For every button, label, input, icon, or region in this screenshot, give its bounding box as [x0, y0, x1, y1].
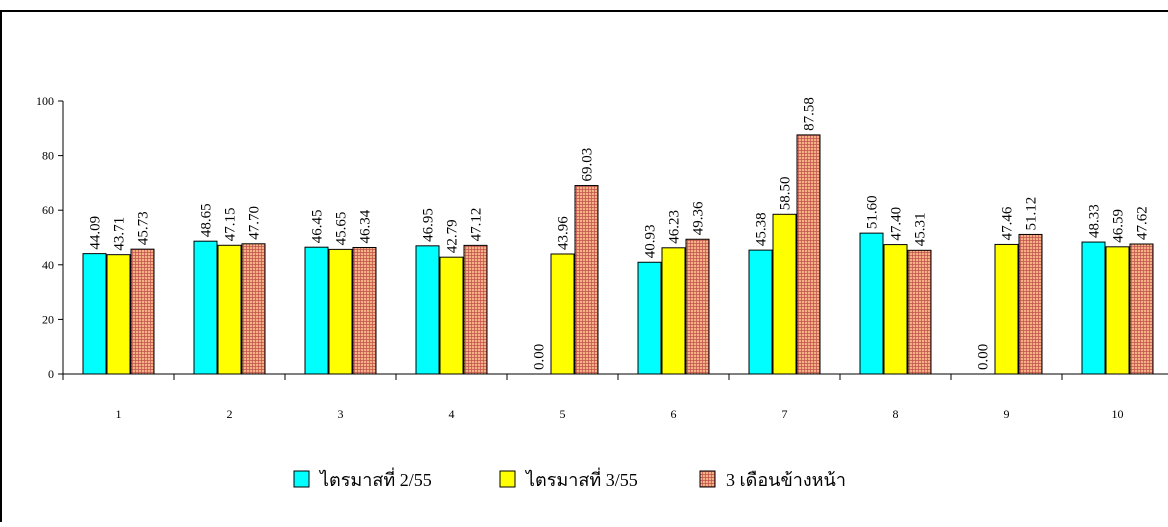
bar-s3-c9	[1018, 233, 1043, 375]
data-label: 43.71	[112, 217, 128, 251]
x-tick-label: 6	[671, 407, 677, 421]
bar-s3-c5	[574, 185, 599, 375]
data-label: 48.33	[1087, 204, 1103, 238]
data-label: 48.65	[199, 203, 215, 237]
axes: 0 20 40 60 80 100 1 2 3 4 5 6 7 8 9 10	[36, 94, 1168, 421]
data-label: 45.65	[334, 212, 350, 246]
legend-swatch-1	[293, 470, 310, 488]
bar-s1-c10	[1081, 241, 1106, 375]
bar-s1-c6	[637, 261, 662, 375]
x-tick-label: 7	[782, 407, 788, 421]
y-tick-label: 80	[42, 149, 54, 163]
x-tick-label: 5	[560, 407, 566, 421]
data-label: 44.09	[88, 216, 104, 250]
x-tick-label: 10	[1112, 407, 1124, 421]
y-tick-label: 40	[42, 258, 54, 272]
data-label: 0.00	[532, 344, 548, 370]
data-label: 47.46	[1000, 206, 1016, 240]
bar-s1-c4	[415, 245, 440, 375]
legend-label-1: ไตรมาสที่ 2/55	[318, 467, 432, 490]
data-label: 51.12	[1024, 197, 1040, 231]
data-label: 47.12	[469, 208, 485, 242]
legend: ไตรมาสที่ 2/55 ไตรมาสที่ 3/55 3 เดือนข้างห…	[293, 467, 846, 490]
bar-s3-c3	[352, 246, 377, 375]
bar-s3-c4	[463, 244, 488, 375]
data-label: 49.36	[691, 201, 707, 235]
data-label: 51.60	[865, 195, 881, 229]
data-label: 47.70	[247, 206, 263, 240]
bar-s1-c3	[304, 246, 329, 375]
data-label: 46.59	[1111, 209, 1127, 243]
bar-s2-c8	[883, 244, 908, 375]
data-label: 47.15	[223, 208, 239, 242]
bar-s1-c2	[193, 240, 218, 375]
bar-s2-c7	[772, 213, 797, 375]
bars	[82, 134, 1154, 375]
data-label: 45.38	[754, 212, 770, 246]
bar-s2-c6	[661, 247, 686, 375]
data-labels: 44.09 43.71 45.73 48.65 47.15 47.70 46.45 45.65…	[88, 97, 1151, 370]
bar-s2-c2	[217, 244, 242, 375]
x-tick-label: 9	[1004, 407, 1010, 421]
data-label: 58.50	[778, 177, 794, 211]
data-label: 45.31	[913, 213, 929, 247]
legend-swatch-2	[499, 470, 516, 488]
x-tick-label: 4	[449, 407, 455, 421]
data-label: 42.79	[445, 219, 461, 253]
data-label: 46.95	[421, 208, 437, 242]
legend-label-2: ไตรมาสที่ 3/55	[524, 467, 638, 490]
bar-s2-c9	[994, 243, 1019, 375]
x-tick-label: 2	[227, 407, 233, 421]
bar-s2-c4	[439, 256, 464, 375]
x-tick-label: 8	[893, 407, 899, 421]
bar-s3-c8	[907, 249, 932, 375]
data-label: 43.96	[556, 216, 572, 250]
bar-s2-c5	[550, 253, 575, 375]
data-label: 46.45	[310, 209, 326, 243]
y-tick-label: 20	[42, 312, 54, 326]
bar-s3-c7	[796, 134, 821, 375]
data-label: 0.00	[976, 344, 992, 370]
y-tick-label: 0	[48, 367, 54, 381]
bar-s1-c7	[748, 249, 773, 375]
data-label: 47.40	[889, 207, 905, 241]
data-label: 87.58	[802, 97, 818, 131]
bar-s2-c3	[328, 248, 353, 375]
data-label: 46.34	[358, 209, 374, 243]
data-label: 46.23	[667, 210, 683, 244]
data-label: 47.62	[1135, 206, 1151, 240]
bar-s3-c10	[1129, 243, 1154, 375]
bar-s2-c1	[106, 254, 131, 375]
y-tick-label: 100	[36, 94, 54, 108]
bar-s2-c10	[1105, 246, 1130, 375]
bar-s3-c1	[130, 248, 155, 375]
bar-s1-c1	[82, 253, 107, 375]
x-tick-label: 3	[338, 407, 344, 421]
data-label: 40.93	[643, 225, 659, 259]
x-tick-label: 1	[116, 407, 122, 421]
legend-label-3: 3 เดือนข้างหน้า	[726, 470, 846, 490]
bar-s3-c2	[241, 243, 266, 375]
chart-border	[0, 10, 1168, 527]
bar-s3-c6	[685, 238, 710, 375]
bar-s1-c8	[859, 232, 884, 375]
data-label: 69.03	[580, 148, 596, 182]
data-label: 45.73	[136, 211, 152, 245]
legend-swatch-3	[699, 470, 716, 488]
y-tick-label: 60	[42, 203, 54, 217]
